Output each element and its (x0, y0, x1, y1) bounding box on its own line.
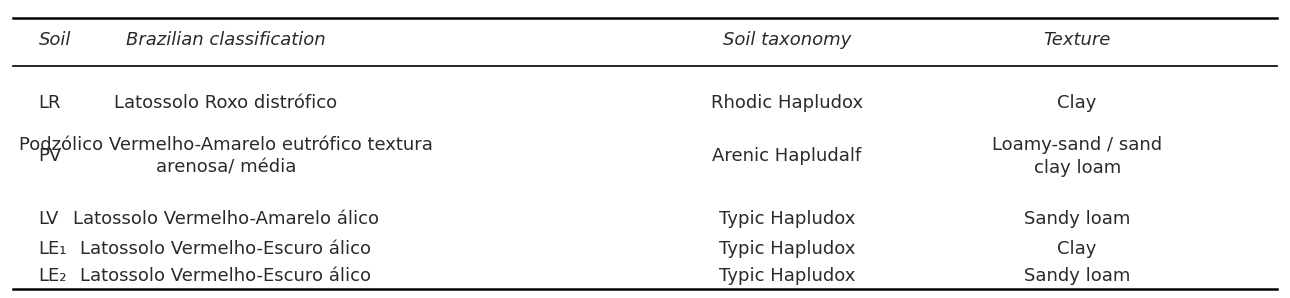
Text: PV: PV (39, 148, 62, 165)
Text: Typic Hapludox: Typic Hapludox (719, 267, 855, 285)
Text: Sandy loam: Sandy loam (1024, 210, 1130, 228)
Text: Clay: Clay (1058, 240, 1096, 258)
Text: LE₂: LE₂ (39, 267, 67, 285)
Text: Typic Hapludox: Typic Hapludox (719, 210, 855, 228)
Text: Clay: Clay (1058, 94, 1096, 112)
Text: Sandy loam: Sandy loam (1024, 267, 1130, 285)
Text: Soil taxonomy: Soil taxonomy (722, 31, 851, 49)
Text: LV: LV (39, 210, 59, 228)
Text: Soil: Soil (39, 31, 71, 49)
Text: Loamy-sand / sand
clay loam: Loamy-sand / sand clay loam (992, 136, 1162, 176)
Text: Texture: Texture (1044, 31, 1111, 49)
Text: Latossolo Vermelho-Escuro álico: Latossolo Vermelho-Escuro álico (80, 240, 372, 258)
Text: Latossolo Vermelho-Amarelo álico: Latossolo Vermelho-Amarelo álico (72, 210, 379, 228)
Text: LR: LR (39, 94, 61, 112)
Text: Podzólico Vermelho-Amarelo eutrófico textura
arenosa/ média: Podzólico Vermelho-Amarelo eutrófico tex… (19, 136, 432, 176)
Text: Latossolo Roxo distrófico: Latossolo Roxo distrófico (115, 94, 337, 112)
Text: LE₁: LE₁ (39, 240, 67, 258)
Text: Typic Hapludox: Typic Hapludox (719, 240, 855, 258)
Text: Brazilian classification: Brazilian classification (126, 31, 325, 49)
Text: Arenic Hapludalf: Arenic Hapludalf (712, 148, 862, 165)
Text: Latossolo Vermelho-Escuro álico: Latossolo Vermelho-Escuro álico (80, 267, 372, 285)
Text: Rhodic Hapludox: Rhodic Hapludox (711, 94, 863, 112)
